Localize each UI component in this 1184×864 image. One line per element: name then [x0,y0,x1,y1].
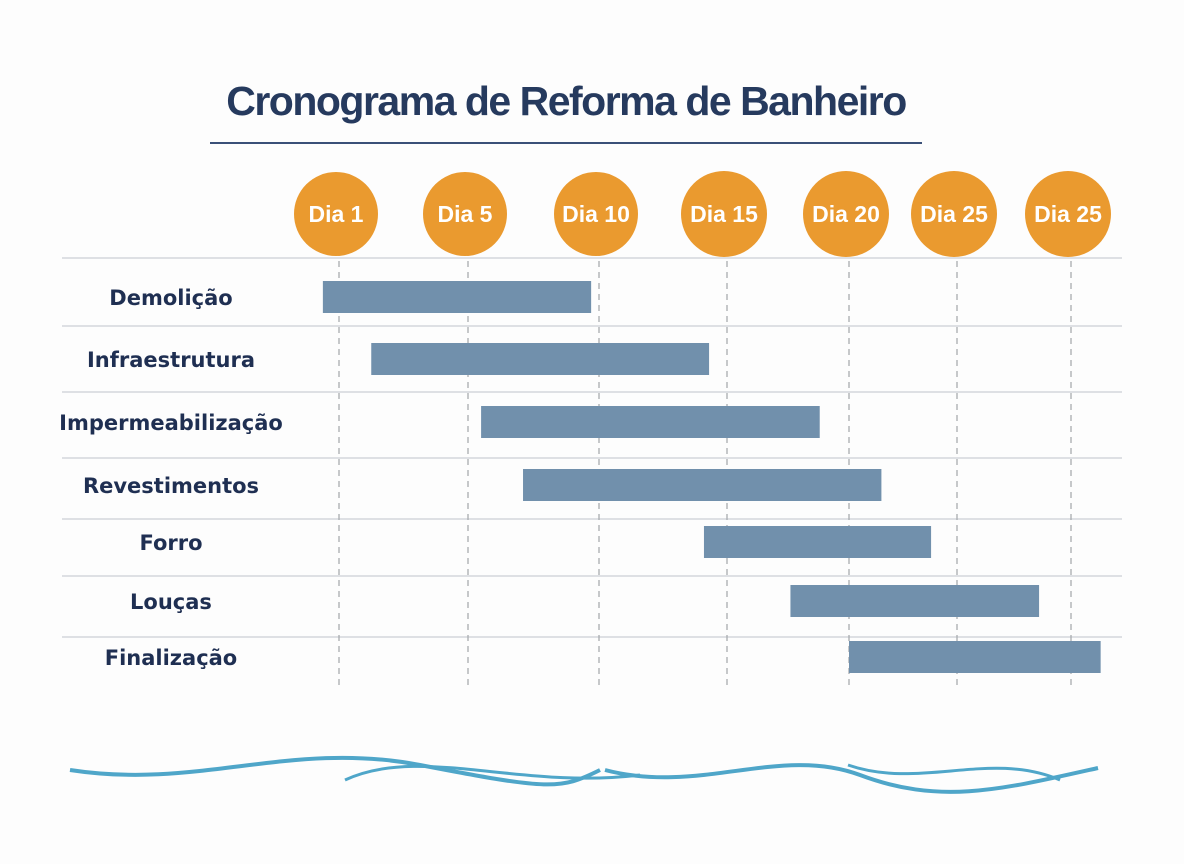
tick-badge: Dia 25 [1025,171,1111,257]
task-label: Forro [139,531,202,555]
chart-title: Cronograma de Reforma de Banheiro [226,78,907,124]
tick-label: Dia 5 [438,201,493,227]
task-bar [371,343,710,375]
tick-badge: Dia 20 [803,171,889,257]
task-bar [322,281,592,313]
tick-label: Dia 10 [562,201,630,227]
title-underline [210,142,922,144]
tick-badge: Dia 15 [681,171,767,257]
task-label: Louças [130,590,212,614]
task-label: Finalização [105,646,238,670]
task-label: Impermeabilização [59,411,283,435]
tick-badge: Dia 5 [423,172,507,256]
tick-label: Dia 1 [309,201,364,227]
task-label: Demolição [109,286,232,310]
decorative-waves [69,755,1099,794]
tick-badge: Dia 1 [294,172,378,256]
tick-label: Dia 25 [1034,201,1102,227]
tick-label: Dia 25 [920,201,988,227]
task-bar [703,526,932,558]
tick-badge: Dia 10 [554,172,638,256]
task-label: Infraestrutura [87,348,255,372]
task-label: Revestimentos [83,474,259,498]
task-bar [790,585,1040,617]
task-bar [523,469,882,501]
tick-badge: Dia 25 [911,171,997,257]
tick-label: Dia 15 [690,201,758,227]
task-bar [849,641,1101,673]
tick-label: Dia 20 [812,201,880,227]
task-bar [481,406,820,438]
